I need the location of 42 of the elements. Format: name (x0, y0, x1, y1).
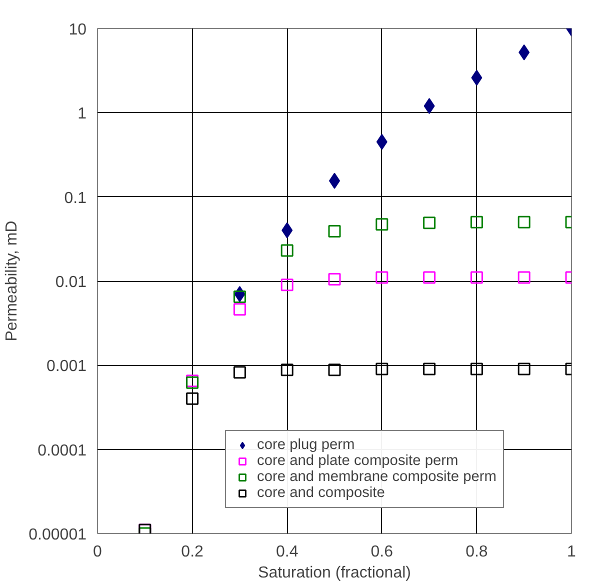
point (280, 244, 294, 257)
point (518, 216, 530, 228)
x-tick-label: 1 (567, 544, 576, 560)
point (424, 98, 435, 114)
y-tick-label: 0.1 (64, 190, 87, 207)
x-axis-title: Saturation (fractional) (258, 564, 411, 582)
x-tick-label: 0.6 (370, 544, 394, 560)
point (328, 364, 341, 376)
point (518, 362, 530, 376)
point (376, 218, 388, 231)
point (470, 216, 483, 228)
y-tick-label: 0.01 (55, 274, 87, 291)
x-tick-label: 0.2 (181, 544, 204, 560)
point (423, 271, 436, 284)
y-tick-label: 0.00001 (28, 526, 87, 544)
y-tick-label: 0.0001 (38, 442, 87, 460)
point (280, 278, 294, 292)
point (233, 366, 246, 379)
y-tick-label: 10 (68, 22, 87, 38)
point (376, 271, 388, 284)
x-tick-label: 0.4 (276, 544, 298, 560)
point (518, 271, 530, 284)
x-tick-label: 0 (93, 544, 102, 560)
point (280, 364, 294, 376)
point (376, 362, 388, 376)
x-tick-label: 0.8 (466, 544, 488, 560)
point (328, 225, 341, 238)
point (423, 362, 436, 376)
y-tick-label: 0.001 (46, 358, 87, 376)
legend-label: core and membrane composite perm (257, 469, 496, 485)
legend-label: core plug perm (257, 437, 355, 453)
point (233, 303, 246, 316)
point (470, 271, 483, 284)
point (233, 290, 246, 303)
legend-label: core and plate composite perm (257, 453, 458, 469)
y-tick-label: 1 (78, 106, 87, 123)
point (423, 216, 436, 230)
point (328, 272, 341, 286)
legend-label: core and composite (257, 485, 385, 501)
point (470, 362, 483, 376)
y-axis-title: Permeability, mD (4, 220, 21, 342)
point (186, 392, 199, 405)
